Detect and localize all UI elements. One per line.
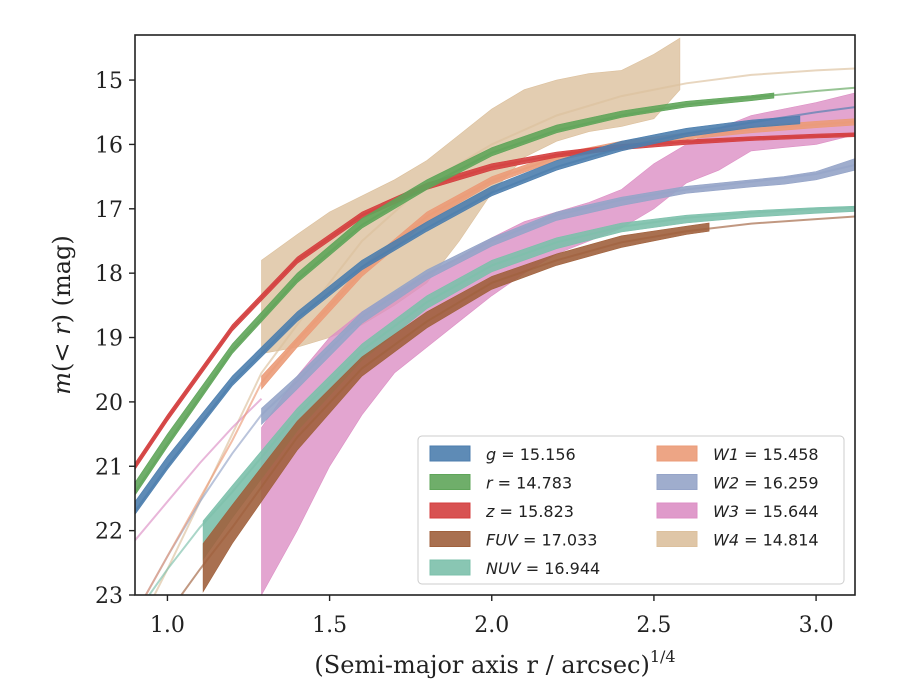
y-axis: 15 16 17 18 19 20 21 22 23 (95, 69, 135, 609)
band-fuv (202, 222, 710, 593)
legend-label-g: g = 15.156 (486, 445, 576, 464)
y-tick-label: 22 (95, 520, 123, 545)
plot-area (135, 37, 855, 595)
legend-label-w2: W2 = 16.259 (713, 474, 819, 493)
y-tick-label: 15 (95, 69, 123, 94)
y-tick-label: 17 (95, 198, 123, 223)
band-w2 (261, 158, 855, 426)
y-tick-label: 19 (95, 327, 123, 352)
y-axis-label: m(< r) (mag) (48, 235, 76, 395)
fit-line-z (135, 133, 855, 467)
y-tick-label: 16 (95, 133, 123, 158)
legend-label-z: z = 15.823 (485, 502, 574, 521)
legend-label-nuv: NUV = 16.944 (486, 559, 600, 578)
x-tick-label: 1.0 (150, 613, 185, 638)
legend-swatch-w1 (656, 445, 698, 462)
fit-line-fuv (180, 215, 855, 595)
fit-line-w2 (144, 164, 855, 595)
x-tick-label: 1.5 (312, 613, 347, 638)
y-tick-label: 18 (95, 262, 123, 287)
fit-line-g (135, 106, 855, 512)
x-tick-label: 2.5 (636, 613, 671, 638)
x-axis: 1.0 1.5 2.0 2.5 3.0 (150, 595, 834, 638)
legend-label-w3: W3 = 15.644 (713, 502, 819, 521)
fit-line-nuv (148, 206, 855, 595)
fit-line-w1 (144, 120, 855, 595)
x-tick-label: 2.0 (474, 613, 509, 638)
legend-swatch-g (429, 445, 471, 462)
legend-swatch-nuv (429, 559, 471, 576)
legend-label-w1: W1 = 15.458 (713, 445, 819, 464)
legend-swatch-w3 (656, 502, 698, 519)
legend-swatch-fuv (429, 531, 471, 547)
legend: g = 15.156 r = 14.783 z = 15.823 FUV = 17.0… (417, 435, 845, 585)
legend-frame (417, 435, 845, 585)
y-tick-label: 20 (95, 391, 123, 416)
y-tick-label: 23 (95, 584, 123, 609)
band-g (135, 115, 801, 516)
band-r (135, 92, 775, 496)
legend-swatch-z (429, 502, 471, 519)
fit-line-r (135, 86, 855, 493)
legend-swatch-w2 (656, 474, 698, 490)
y-tick-label: 21 (95, 455, 123, 480)
legend-label-w4: W4 = 14.814 (713, 531, 819, 550)
legend-label-fuv: FUV = 17.033 (486, 531, 597, 550)
legend-swatch-w4 (656, 531, 698, 547)
x-tick-label: 3.0 (799, 613, 834, 638)
fit-line-w3 (135, 397, 263, 541)
legend-label-r: r = 14.783 (486, 474, 572, 493)
plot-frame (134, 34, 856, 596)
legend-swatch-r (429, 474, 471, 490)
x-axis-label: (Semi-major axis r / arcsec)1/4 (314, 647, 675, 679)
band-z (135, 132, 855, 471)
